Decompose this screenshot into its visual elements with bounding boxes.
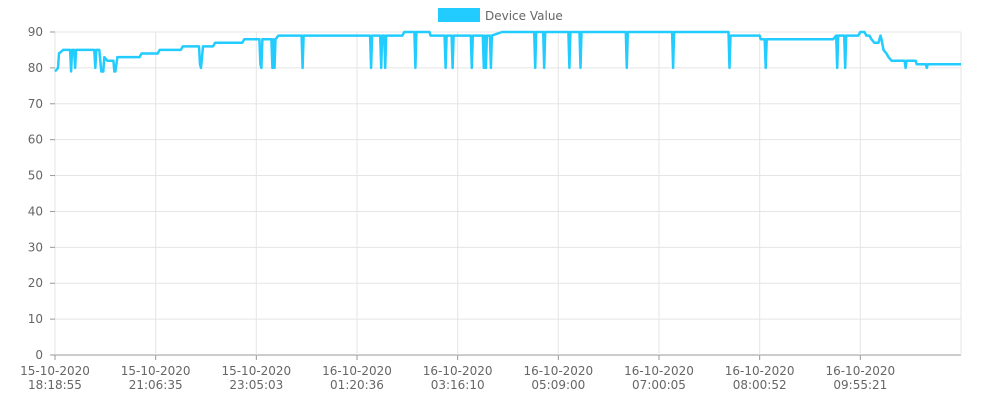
- y-tick-label-50: 50: [28, 169, 43, 183]
- legend[interactable]: Device Value: [438, 8, 563, 23]
- y-tick-label-70: 70: [28, 97, 43, 111]
- x-gridlines: [54, 32, 962, 355]
- x-tick-label-date-3: 16-10-2020: [322, 364, 392, 378]
- x-tick-label-time-1: 21:06:35: [129, 378, 183, 392]
- x-tick-label-time-6: 07:00:05: [632, 378, 686, 392]
- x-tick-label-date-7: 16-10-2020: [725, 364, 795, 378]
- y-tick-label-80: 80: [28, 61, 43, 75]
- x-tick-label-date-1: 15-10-2020: [121, 364, 191, 378]
- series-group: [54, 30, 961, 73]
- y-tick-label-40: 40: [28, 204, 43, 218]
- y-tick-label-10: 10: [28, 312, 43, 326]
- y-tick-label-60: 60: [28, 133, 43, 147]
- y-axis: 0 10 20 30 40 50 60 70 80 90: [28, 25, 55, 362]
- x-tick-label-time-3: 01:20:36: [330, 378, 384, 392]
- x-tick-label-time-0: 18:18:55: [28, 378, 82, 392]
- x-tick-label-date-4: 16-10-2020: [423, 364, 493, 378]
- x-tick-label-time-2: 23:05:03: [229, 378, 283, 392]
- y-tick-label-20: 20: [28, 276, 43, 290]
- x-axis: 15-10-202018:18:5515-10-202021:06:3515-1…: [20, 355, 895, 392]
- x-tick-label-time-4: 03:16:10: [431, 378, 485, 392]
- y-tick-label-90: 90: [28, 25, 43, 39]
- x-tick-label-date-0: 15-10-2020: [20, 364, 90, 378]
- legend-swatch-device-value[interactable]: [438, 8, 480, 22]
- x-tick-label-date-8: 16-10-2020: [825, 364, 895, 378]
- y-gridlines: [54, 31, 961, 356]
- legend-label-device-value[interactable]: Device Value: [485, 9, 563, 23]
- x-tick-label-time-7: 08:00:52: [733, 378, 787, 392]
- x-tick-label-date-2: 15-10-2020: [221, 364, 291, 378]
- x-tick-label-time-8: 09:55:21: [833, 378, 887, 392]
- x-tick-label-date-6: 16-10-2020: [624, 364, 694, 378]
- y-tick-label-0: 0: [35, 348, 43, 362]
- x-tick-label-date-5: 16-10-2020: [523, 364, 593, 378]
- y-tick-label-30: 30: [28, 240, 43, 254]
- x-tick-label-time-5: 05:09:00: [531, 378, 585, 392]
- series-line-device-value[interactable]: [54, 30, 961, 73]
